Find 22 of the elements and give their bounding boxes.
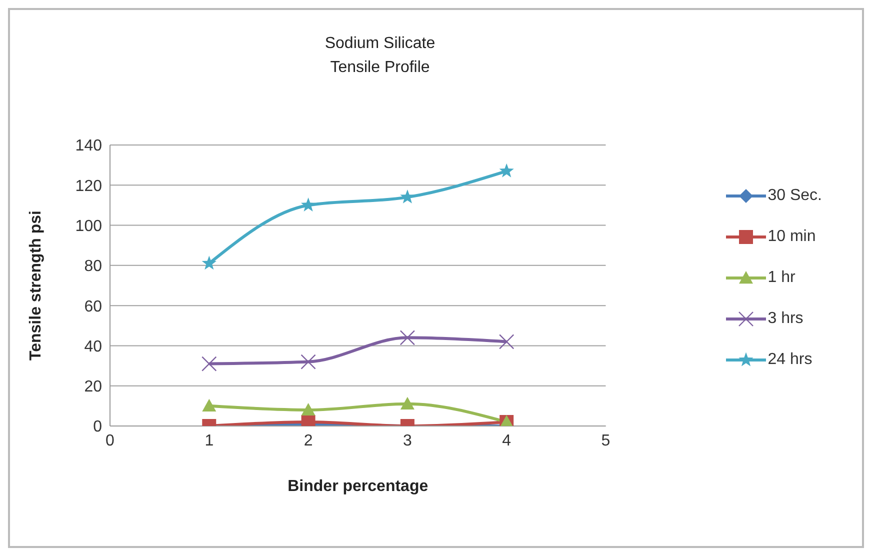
legend-label: 24 hrs bbox=[768, 351, 812, 369]
x-axis-title: Binder percentage bbox=[288, 478, 428, 495]
x-tick-label: 1 bbox=[204, 432, 214, 450]
y-tick-label: 20 bbox=[84, 378, 102, 396]
y-tick-label: 100 bbox=[75, 218, 102, 235]
x-tick-label: 3 bbox=[402, 432, 412, 450]
legend-label: 1 hr bbox=[768, 269, 796, 287]
x-tick-label: 5 bbox=[601, 432, 610, 450]
chart-title: Sodium Silicate Tensile Profile bbox=[324, 34, 436, 78]
y-tick-label: 40 bbox=[84, 338, 102, 356]
legend-label: 3 hrs bbox=[768, 310, 804, 328]
x-tick-label: 4 bbox=[502, 432, 512, 450]
y-tick-label: 80 bbox=[84, 258, 102, 276]
legend-label: 10 min bbox=[768, 228, 816, 246]
legend-label: 30 Sec. bbox=[768, 187, 822, 205]
x-tick-label: 2 bbox=[304, 432, 313, 450]
y-tick-label: 120 bbox=[75, 178, 102, 195]
y-tick-label: 0 bbox=[93, 418, 102, 436]
x-tick-label: 0 bbox=[106, 432, 115, 450]
y-tick-label: 60 bbox=[84, 298, 102, 316]
y-tick-label: 140 bbox=[75, 138, 102, 155]
y-axis-title: Tensile strength psi bbox=[28, 210, 45, 360]
